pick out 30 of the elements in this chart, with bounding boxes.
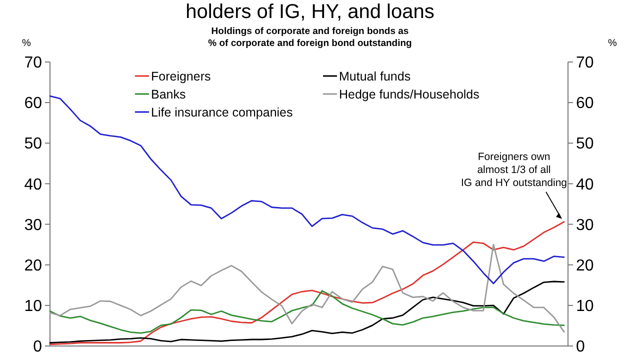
legend-label: Mutual funds (339, 69, 411, 84)
y2-tick-label: 40 (576, 176, 594, 194)
y-axis-title: % (22, 38, 31, 49)
legend-label: Banks (151, 87, 186, 102)
y2-tick-label: 50 (576, 136, 594, 153)
y2-tick-label: 70 (576, 54, 594, 72)
y-tick-label: 70 (24, 54, 42, 72)
y-tick-label: 40 (24, 176, 42, 194)
y2-tick-label: 30 (576, 216, 594, 234)
line-series (49, 280, 565, 344)
legend-label: Hedge funds/Households (339, 87, 480, 102)
chart-subtitle: Holdings of corporate and foreign bonds as % of corporate and foreign bond outstanding (208, 26, 412, 49)
legend-label: Foreigners (151, 69, 211, 84)
chart-title: holders of IG, HY, and loans (186, 1, 434, 23)
y2-axis-title: % (608, 38, 617, 49)
y-tick-label: 30 (24, 216, 42, 234)
y2-tick-label: 0 (576, 338, 585, 356)
annotation: Foreigners own almost 1/3 of all IG and HY outstanding (460, 150, 568, 189)
y-tick-label: 20 (24, 257, 42, 274)
y-tick-label: 60 (24, 95, 42, 112)
y2-tick-label: 60 (576, 95, 594, 112)
y-tick-label: 10 (24, 298, 42, 316)
line-series (49, 290, 565, 334)
line-series (49, 244, 565, 332)
y-tick-label: 0 (33, 338, 42, 356)
y-tick-label: 50 (24, 136, 42, 153)
line-series (49, 221, 565, 346)
y2-tick-label: 20 (576, 257, 594, 274)
legend-label: Life insurance companies (151, 105, 293, 120)
y2-tick-label: 10 (576, 298, 594, 316)
